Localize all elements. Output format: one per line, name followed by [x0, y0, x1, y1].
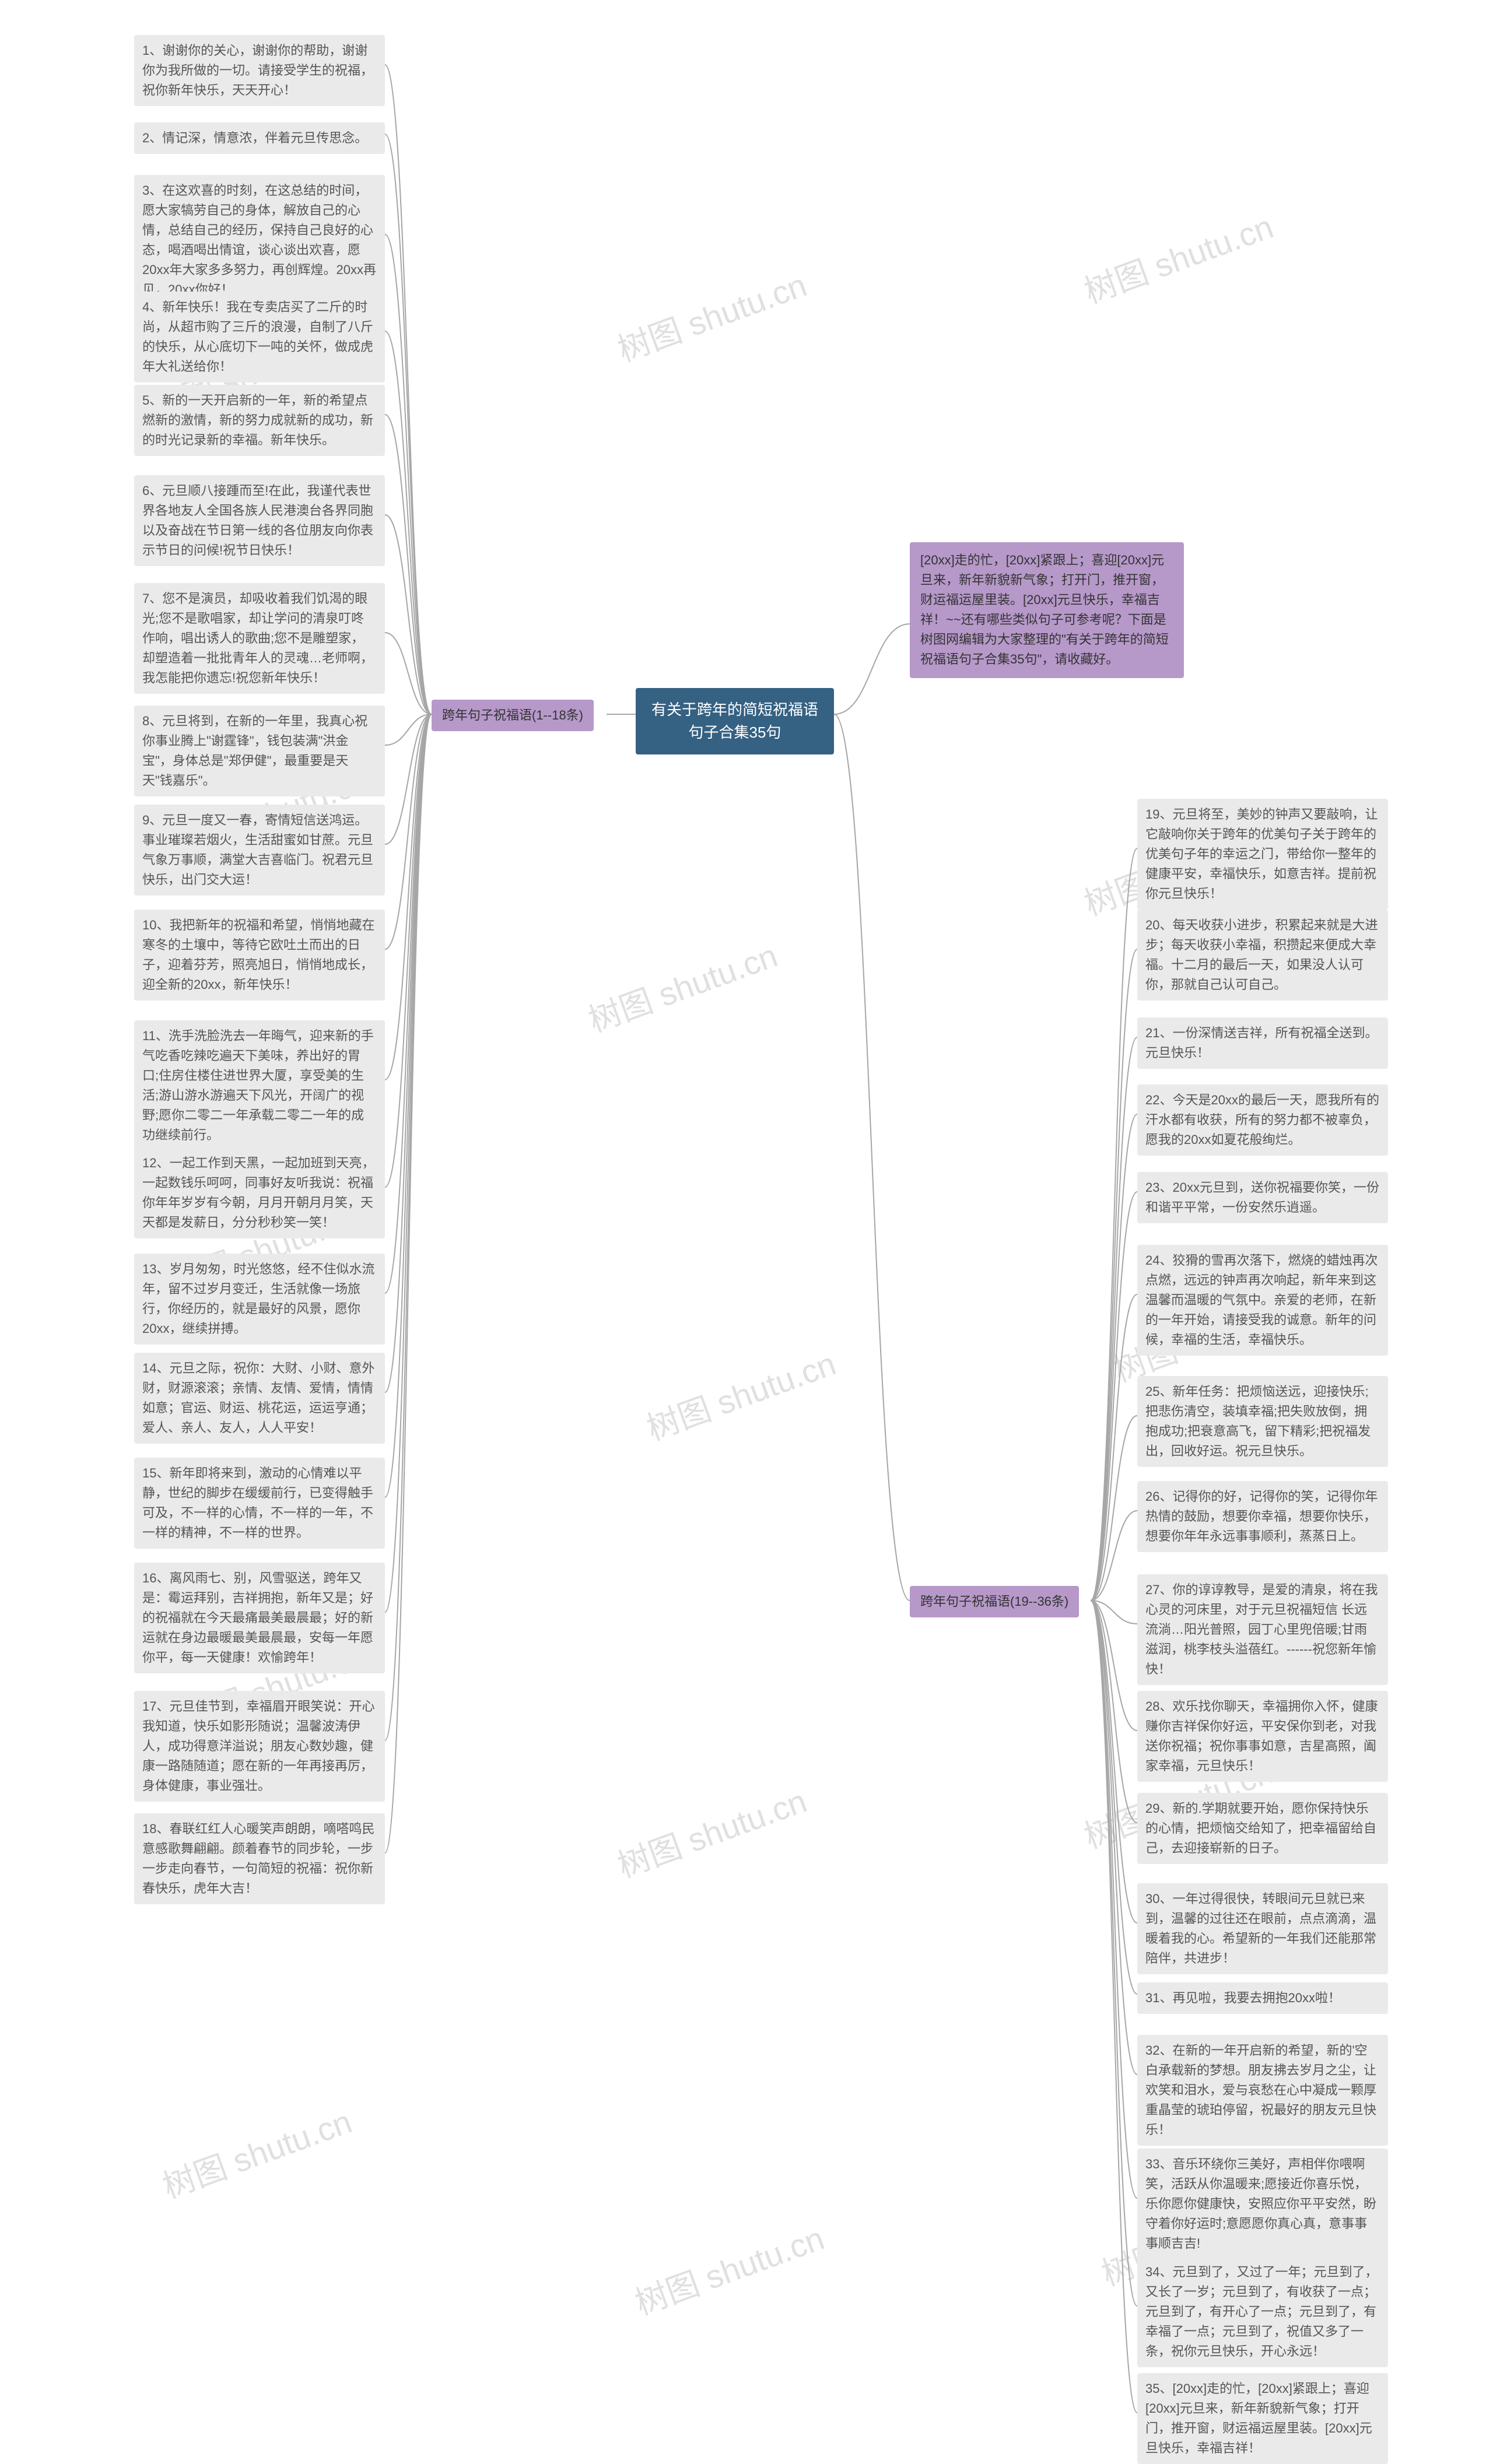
leaf-right-29: 29、新的.学期就要开始，愿你保持快乐的心情，把烦恼交给知了，把幸福留给自己，去… — [1137, 1793, 1388, 1864]
leaf-left-6: 6、元旦顺八接踵而至!在此，我谨代表世界各地友人全国各族人民港澳台各界同胞以及奋… — [134, 475, 385, 566]
leaf-left-17: 17、元旦佳节到，幸福眉开眼笑说：开心我知道，快乐如影形随说；温馨波涛伊人，成功… — [134, 1691, 385, 1802]
leaf-left-13: 13、岁月匆匆，时光悠悠，经不住似水流年，留不过岁月变迁，生活就像一场旅行，你经… — [134, 1254, 385, 1345]
leaf-left-16: 16、离风雨七、别，风雪驱送，跨年又是：霉运拜别，吉祥拥抱，新年又是；好的祝福就… — [134, 1563, 385, 1673]
leaf-left-5: 5、新的一天开启新的一年，新的希望点燃新的激情，新的努力成就新的成功，新的时光记… — [134, 385, 385, 456]
leaf-left-4: 4、新年快乐！我在专卖店买了二斤的时尚，从超市购了三斤的浪漫，自制了八斤的快乐，… — [134, 292, 385, 382]
leaf-right-35: 35、[20xx]走的忙，[20xx]紧跟上；喜迎[20xx]元旦来，新年新貌新… — [1137, 2373, 1388, 2464]
leaf-right-27: 27、你的谆谆教导，是爱的清泉，将在我心灵的河床里，对于元旦祝福短信 长远流淌…… — [1137, 1574, 1388, 1685]
leaf-right-33: 33、音乐环绕你三美好，声相伴你喂啊笑，活跃从你温暖来;愿接近你喜乐悦，乐你愿你… — [1137, 2149, 1388, 2259]
leaf-left-3: 3、在这欢喜的时刻，在这总结的时间，愿大家犒劳自己的身体，解放自己的心情，总结自… — [134, 175, 385, 306]
leaf-left-7: 7、您不是演员，却吸收着我们饥渴的眼光;您不是歌唱家，却让学问的清泉叮咚作响，唱… — [134, 583, 385, 694]
leaf-right-22: 22、今天是20xx的最后一天，愿我所有的汗水都有收获，所有的努力都不被辜负，愿… — [1137, 1084, 1388, 1156]
leaf-right-19: 19、元旦将至，美妙的钟声又要敲响，让它敲响你关于跨年的优美句子关于跨年的优美句… — [1137, 799, 1388, 910]
leaf-right-26: 26、记得你的好，记得你的笑，记得你年热情的鼓励，想要你幸福，想要你快乐，想要你… — [1137, 1481, 1388, 1552]
leaf-right-24: 24、狡猾的雪再次落下，燃烧的蜡烛再次点燃，远远的钟声再次响起，新年来到这温馨而… — [1137, 1245, 1388, 1356]
leaf-right-20: 20、每天收获小进步，积累起来就是大进步；每天收获小幸福，积攒起来便成大幸福。十… — [1137, 910, 1388, 1001]
branch-right: 跨年句子祝福语(19--36条) — [910, 1586, 1079, 1617]
leaf-left-10: 10、我把新年的祝福和希望，悄悄地藏在寒冬的土壤中，等待它欧吐土而出的日子，迎着… — [134, 910, 385, 1001]
leaf-right-23: 23、20xx元旦到，送你祝福要你笑，一份和谐平平常，一份安然乐逍遥。 — [1137, 1172, 1388, 1223]
intro-node: [20xx]走的忙，[20xx]紧跟上；喜迎[20xx]元旦来，新年新貌新气象；… — [910, 542, 1184, 678]
center-node: 有关于跨年的简短祝福语句子合集35句 — [636, 688, 834, 754]
watermark: 树图 shutu.cn — [610, 259, 812, 371]
leaf-right-25: 25、新年任务：把烦恼送远，迎接快乐;把悲伤清空，装填幸福;把失败放倒，拥抱成功… — [1137, 1376, 1388, 1467]
watermark: 树图 shutu.cn — [639, 1338, 842, 1449]
watermark: 树图 shutu.cn — [581, 929, 783, 1041]
watermark: 树图 shutu.cn — [155, 2096, 358, 2207]
leaf-left-11: 11、洗手洗脸洗去一年晦气，迎来新的手气吃香吃辣吃遍天下美味，养出好的胃口;住房… — [134, 1020, 385, 1152]
watermark: 树图 shutu.cn — [1077, 201, 1279, 313]
watermark: 树图 shutu.cn — [628, 2212, 830, 2324]
leaf-left-12: 12、一起工作到天黑，一起加班到天亮，一起数钱乐呵呵，同事好友听我说：祝福你年年… — [134, 1147, 385, 1238]
leaf-left-15: 15、新年即将来到，激动的心情难以平静，世纪的脚步在缓缓前行，已变得触手可及，不… — [134, 1458, 385, 1549]
leaf-right-28: 28、欢乐找你聊天，幸福拥你入怀，健康赚你吉祥保你好运，平安保你到老，对我送你祝… — [1137, 1691, 1388, 1782]
leaf-left-1: 1、谢谢你的关心，谢谢你的帮助，谢谢你为我所做的一切。请接受学生的祝福，祝你新年… — [134, 35, 385, 106]
leaf-left-9: 9、元旦一度又一春，寄情短信送鸿运。事业璀璨若烟火，生活甜蜜如甘蔗。元旦气象万事… — [134, 805, 385, 896]
leaf-left-2: 2、情记深，情意浓，伴着元旦传思念。 — [134, 122, 385, 154]
leaf-right-30: 30、一年过得很快，转眼间元旦就已来到，温馨的过往还在眼前，点点滴滴，温暖着我的… — [1137, 1883, 1388, 1974]
leaf-right-34: 34、元旦到了，又过了一年；元旦到了，又长了一岁；元旦到了，有收获了一点；元旦到… — [1137, 2256, 1388, 2367]
leaf-left-8: 8、元旦将到，在新的一年里，我真心祝你事业腾上"谢霆锋"，钱包装满"洪金宝"，身… — [134, 705, 385, 796]
watermark: 树图 shutu.cn — [610, 1775, 812, 1887]
leaf-left-18: 18、春联红红人心暖笑声朗朗，嘀嗒鸣民意感歌舞翩翩。颜着春节的同步轮，一步一步走… — [134, 1813, 385, 1904]
branch-left: 跨年句子祝福语(1--18条) — [432, 700, 594, 731]
leaf-left-14: 14、元旦之际，祝你：大财、小财、意外财，财源滚滚；亲情、友情、爱情，情情如意；… — [134, 1353, 385, 1444]
leaf-right-31: 31、再见啦，我要去拥抱20xx啦！ — [1137, 1982, 1388, 2014]
leaf-right-32: 32、在新的一年开启新的希望，新的'空白承载新的梦想。朋友拂去岁月之尘，让欢笑和… — [1137, 2035, 1388, 2146]
leaf-right-21: 21、一份深情送吉祥，所有祝福全送到。元旦快乐！ — [1137, 1017, 1388, 1069]
